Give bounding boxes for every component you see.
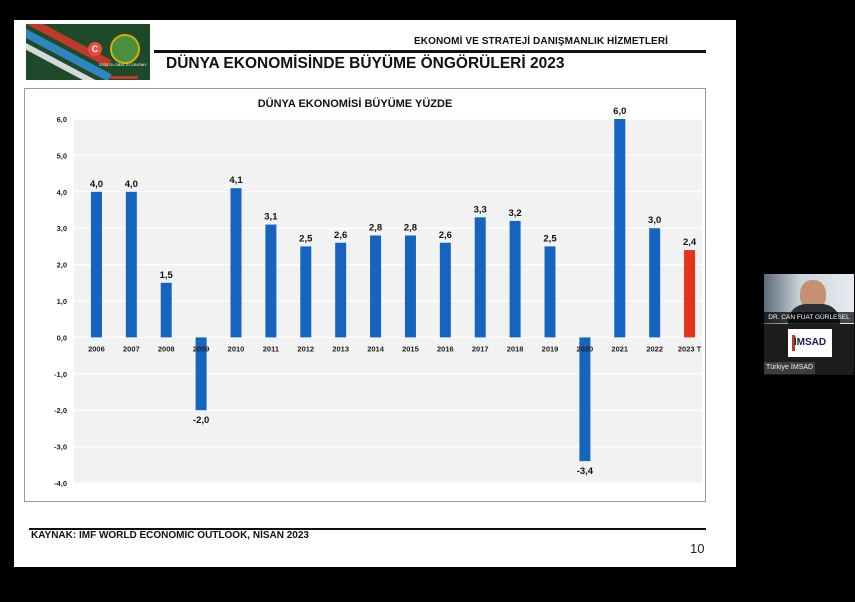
participant-logo: İMSAD	[788, 329, 832, 357]
participant-label: Türkiye İMSAD	[764, 362, 816, 374]
x-tick-label: 2007	[123, 344, 140, 353]
x-tick-label: 2008	[158, 344, 175, 353]
y-tick-label: 0,0	[57, 333, 67, 342]
value-label: 2,5	[543, 233, 557, 244]
growth-bar-chart: DÜNYA EKONOMİSİ BÜYÜME YÜZDE 6,0 5,0 4,0 3,…	[54, 97, 702, 488]
bar-2021	[614, 119, 626, 338]
value-label: 3,1	[264, 212, 278, 223]
y-tick-label: -1,0	[54, 370, 67, 379]
page-number: 10	[690, 541, 705, 556]
x-tick-label: 2011	[263, 344, 279, 353]
x-tick-label: 2022	[646, 344, 663, 353]
x-tick-label: 2021	[611, 344, 628, 353]
logo-pill	[110, 76, 138, 79]
bar-2016	[439, 242, 451, 338]
slide-title: DÜNYA EKONOMİSİNDE BÜYÜME ÖNGÖRÜLERİ 202…	[166, 55, 565, 72]
chart-frame: DÜNYA EKONOMİSİ BÜYÜME YÜZDE 6,0 5,0 4,0 3,…	[24, 88, 706, 502]
bar-2011	[265, 224, 277, 338]
logo-caption: 2023 GLOBAL ECONOMY	[99, 62, 147, 67]
header-subtitle: EKONOMİ VE STRATEJİ DANIŞMANLIK HİZMETLE…	[414, 36, 669, 47]
bar-2014	[370, 235, 382, 338]
y-tick-label: 5,0	[57, 151, 67, 160]
value-label: -2,0	[193, 415, 209, 426]
bar-2015	[404, 235, 416, 338]
value-label: 3,0	[648, 215, 661, 226]
y-tick-label: 2,0	[57, 261, 67, 270]
bar-2023-t	[684, 250, 696, 338]
value-label: 2,4	[683, 237, 697, 248]
x-tick-label: 2010	[228, 344, 245, 353]
webcam-feed: DR. CAN FUAT GÜRLESEL	[764, 274, 854, 324]
video-participant-tile[interactable]: DR. CAN FUAT GÜRLESEL İMSAD Türkiye İMSA…	[764, 274, 854, 375]
x-tick-label: 2015	[402, 344, 419, 353]
value-label: 2,8	[369, 222, 382, 233]
bar-2018	[509, 220, 521, 338]
logo-bar	[792, 335, 795, 351]
bar-2019	[544, 246, 556, 338]
value-label: 2,6	[439, 230, 452, 241]
x-tick-label: 2016	[437, 344, 454, 353]
y-tick-label: -4,0	[54, 479, 67, 488]
y-tick-label: -2,0	[54, 406, 67, 415]
bar-2012	[300, 246, 312, 338]
x-tick-label: 2013	[332, 344, 349, 353]
participant-logo-text: İMSAD	[793, 337, 827, 348]
bar-2009	[195, 337, 207, 411]
bar-2022	[649, 228, 661, 338]
bar-2020	[579, 337, 591, 462]
chart-title: DÜNYA EKONOMİSİ BÜYÜME YÜZDE	[258, 97, 453, 110]
bar-2010	[230, 188, 242, 338]
value-label: 6,0	[613, 106, 626, 117]
value-label: 3,3	[474, 204, 487, 215]
y-tick-label: -3,0	[54, 443, 67, 452]
x-tick-label: 2019	[542, 344, 559, 353]
value-label: 2,8	[404, 222, 417, 233]
y-tick-label: 1,0	[57, 297, 67, 306]
bar-2006	[90, 191, 102, 338]
footer-rule	[29, 528, 706, 530]
value-label: 4,0	[90, 179, 103, 190]
x-tick-label: 2012	[297, 344, 314, 353]
value-label: 1,5	[160, 270, 174, 281]
logo-badge: C	[88, 42, 102, 56]
header-rule	[154, 50, 706, 53]
x-tick-label: 2020	[577, 344, 594, 353]
value-label: 2,6	[334, 230, 347, 241]
x-tick-label: 2023 T	[678, 344, 702, 353]
y-tick-label: 4,0	[57, 188, 67, 197]
y-tick-label: 3,0	[57, 224, 67, 233]
speaker-name: DR. CAN FUAT GÜRLESEL	[764, 312, 854, 323]
value-label: 4,0	[125, 179, 138, 190]
value-label: 3,2	[509, 208, 522, 219]
x-tick-label: 2017	[472, 344, 489, 353]
x-tick-label: 2014	[367, 344, 385, 353]
x-tick-label: 2009	[193, 344, 210, 353]
bar-2017	[474, 217, 486, 338]
source-note: KAYNAK: IMF WORLD ECONOMIC OUTLOOK, NİSA…	[31, 530, 309, 541]
value-label: 4,1	[229, 175, 243, 186]
presentation-slide: C 2023 GLOBAL ECONOMY EKONOMİ VE STRATEJ…	[14, 20, 736, 567]
company-logo: C 2023 GLOBAL ECONOMY	[26, 24, 150, 80]
value-label: 2,5	[299, 233, 313, 244]
x-tick-label: 2018	[507, 344, 524, 353]
bar-2008	[160, 282, 172, 338]
bar-2007	[125, 191, 137, 338]
x-tick-label: 2006	[88, 344, 105, 353]
y-tick-label: 6,0	[57, 115, 67, 124]
globe-icon	[110, 34, 140, 64]
value-label: -3,4	[577, 466, 594, 477]
bar-2013	[335, 242, 347, 338]
